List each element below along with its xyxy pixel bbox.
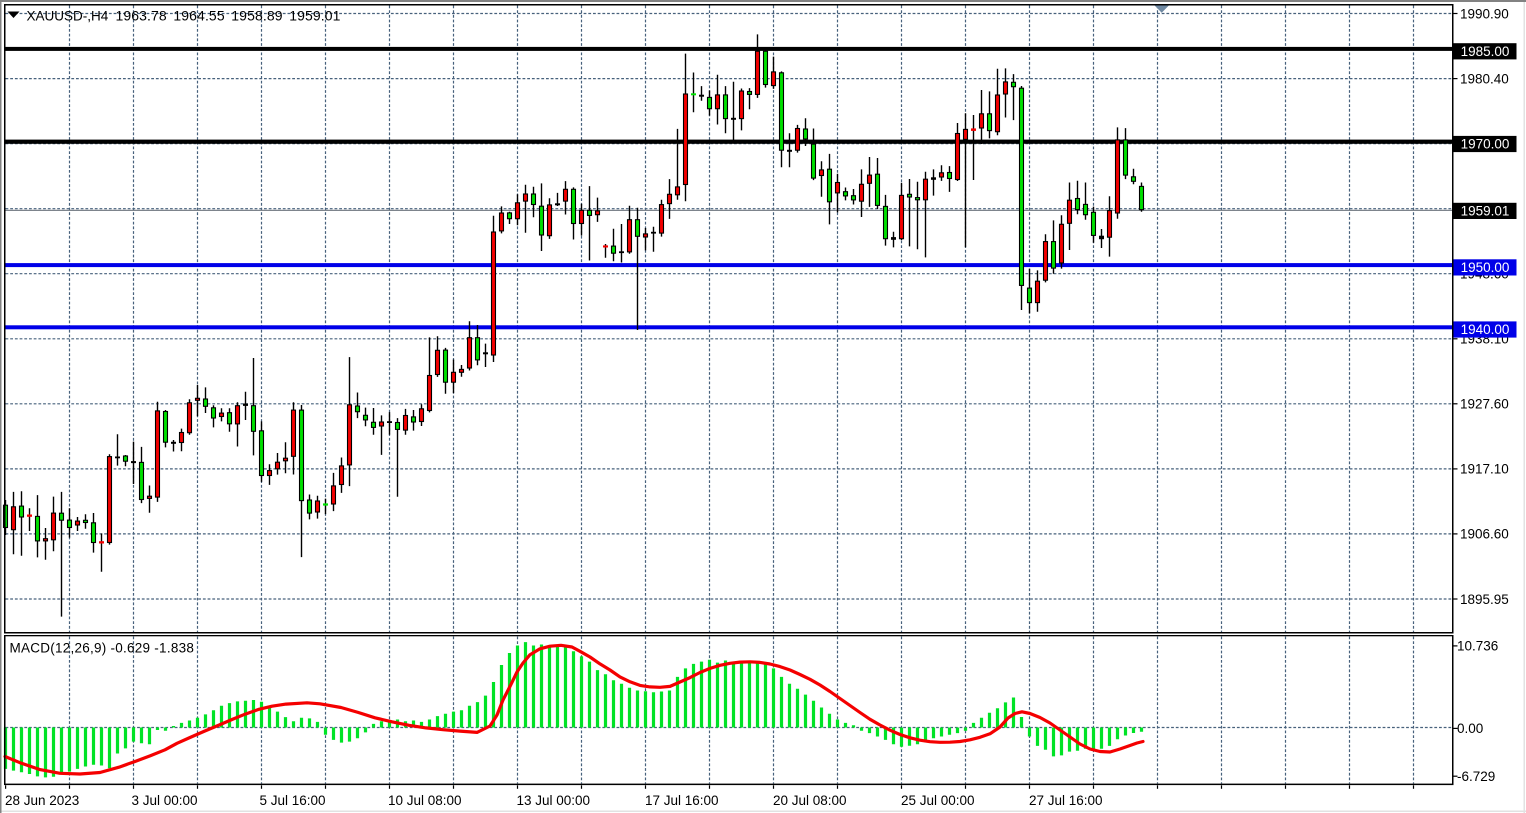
svg-text:1959.01: 1959.01 [1461,203,1510,218]
svg-text:1927.60: 1927.60 [1460,397,1509,412]
svg-text:10 Jul 08:00: 10 Jul 08:00 [388,793,462,808]
svg-text:1906.60: 1906.60 [1460,527,1509,542]
svg-text:1970.00: 1970.00 [1461,137,1510,152]
svg-text:1940.00: 1940.00 [1461,322,1510,337]
svg-text:1990.90: 1990.90 [1460,6,1509,21]
svg-text:10.736: 10.736 [1457,639,1498,654]
svg-text:20 Jul 08:00: 20 Jul 08:00 [773,793,847,808]
svg-text:MACD(12,26,9) -0.629 -1.838: MACD(12,26,9) -0.629 -1.838 [10,641,195,656]
svg-text:1985.00: 1985.00 [1461,44,1510,59]
svg-text:0.00: 0.00 [1457,721,1483,736]
svg-text:25 Jul 00:00: 25 Jul 00:00 [901,793,975,808]
svg-text:27 Jul 16:00: 27 Jul 16:00 [1029,793,1103,808]
svg-text:28 Jun 2023: 28 Jun 2023 [5,793,79,808]
svg-text:3 Jul 00:00: 3 Jul 00:00 [132,793,198,808]
svg-text:1895.95: 1895.95 [1460,592,1509,607]
svg-text:-6.729: -6.729 [1457,769,1495,784]
svg-text:5 Jul 16:00: 5 Jul 16:00 [260,793,326,808]
svg-text:17 Jul 16:00: 17 Jul 16:00 [645,793,719,808]
svg-text:1980.40: 1980.40 [1460,71,1509,86]
svg-text:13 Jul 00:00: 13 Jul 00:00 [517,793,591,808]
svg-text:1917.10: 1917.10 [1460,462,1509,477]
svg-text:1950.00: 1950.00 [1461,260,1510,275]
